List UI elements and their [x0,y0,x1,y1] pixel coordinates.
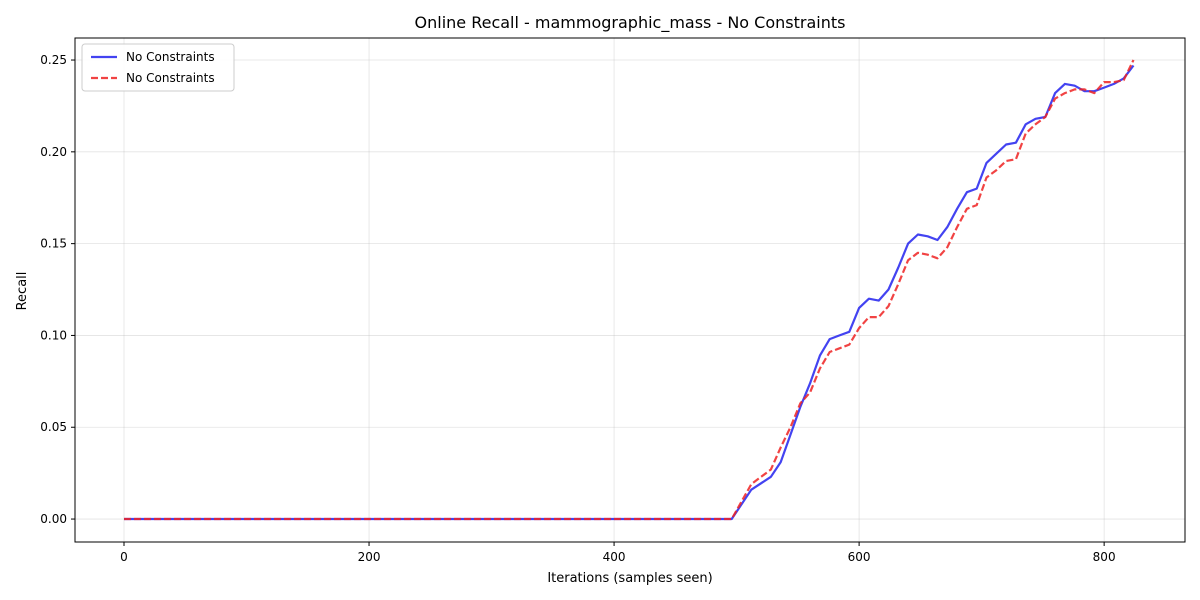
legend-box [81,43,235,92]
y-axis: 0.00 0.05 0.10 0.15 0.20 0.25 [40,53,75,526]
x-tick-label: 600 [848,550,871,564]
plot-area-frame [74,37,1186,543]
legend: No Constraints No Constraints [81,43,235,92]
legend-label: No Constraints [126,50,215,64]
series-layer [124,59,1135,521]
x-axis-label: Iterations (samples seen) [547,571,712,586]
series-line-blue-solid [124,64,1135,521]
grid-lines [75,38,1185,542]
legend-label: No Constraints [126,71,215,85]
x-tick-label: 800 [1093,550,1116,564]
x-tick-label: 0 [120,550,128,564]
x-tick-label: 200 [358,550,381,564]
y-axis-label: Recall [15,272,30,311]
x-axis: 0 200 400 600 800 [120,542,1116,564]
x-tick-label: 400 [603,550,626,564]
y-tick-label: 0.25 [40,53,67,67]
y-tick-label: 0.00 [40,512,67,526]
y-tick-label: 0.20 [40,145,67,159]
y-tick-label: 0.05 [40,420,67,434]
series-line-red-dashed [124,59,1135,521]
y-tick-label: 0.10 [40,328,67,342]
y-tick-label: 0.15 [40,237,67,251]
chart-title: Online Recall - mammographic_mass - No C… [415,13,846,33]
